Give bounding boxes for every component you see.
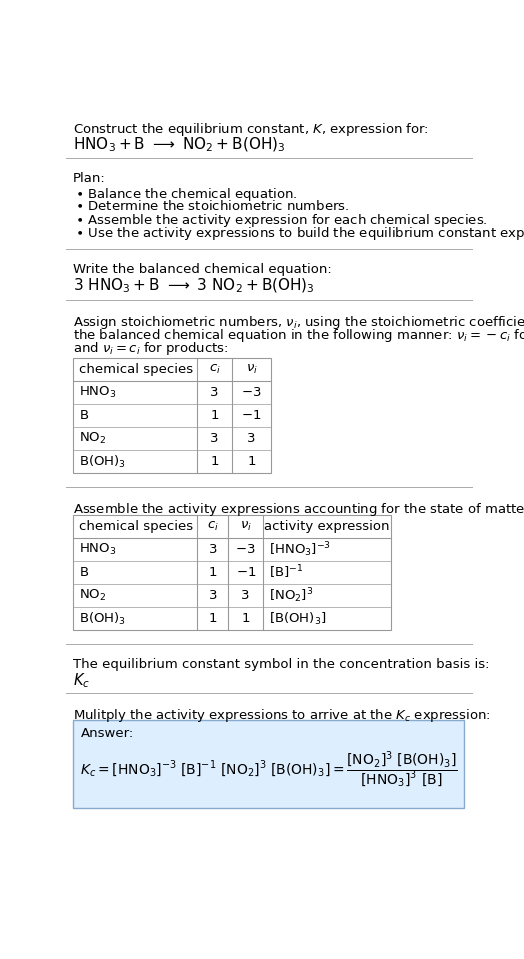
- Text: 1: 1: [209, 566, 217, 579]
- Text: 3: 3: [211, 432, 219, 445]
- Bar: [73, 719, 464, 808]
- Text: $\mathrm{B}$: $\mathrm{B}$: [79, 409, 89, 422]
- Text: $\mathrm{B(OH)_3}$: $\mathrm{B(OH)_3}$: [79, 454, 126, 470]
- Text: $\mathrm{HNO_3}$: $\mathrm{HNO_3}$: [79, 385, 116, 400]
- Text: $\nu_i$: $\nu_i$: [239, 520, 252, 533]
- Text: activity expression: activity expression: [264, 520, 390, 533]
- Text: $\mathrm{HNO_3 + B\ \longrightarrow\ NO_2 + B(OH)_3}$: $\mathrm{HNO_3 + B\ \longrightarrow\ NO_…: [73, 135, 286, 153]
- Text: 3: 3: [242, 589, 250, 602]
- Text: 1: 1: [209, 612, 217, 625]
- Text: $[\mathrm{HNO_3}]^{-3}$: $[\mathrm{HNO_3}]^{-3}$: [268, 540, 331, 559]
- Text: 3: 3: [209, 589, 217, 602]
- Text: $\mathrm{B(OH)_3}$: $\mathrm{B(OH)_3}$: [79, 611, 126, 627]
- Text: 1: 1: [247, 456, 256, 468]
- Text: Answer:: Answer:: [81, 727, 134, 740]
- Text: $K_c = [\mathrm{HNO_3}]^{-3}\ [\mathrm{B}]^{-1}\ [\mathrm{NO_2}]^3\ [\mathrm{B(O: $K_c = [\mathrm{HNO_3}]^{-3}\ [\mathrm{B…: [80, 749, 457, 790]
- Text: $-1$: $-1$: [235, 566, 256, 579]
- Text: and $\nu_i = c_i$ for products:: and $\nu_i = c_i$ for products:: [73, 339, 229, 357]
- Text: $\mathrm{NO_2}$: $\mathrm{NO_2}$: [79, 431, 106, 446]
- Text: $[\mathrm{NO_2}]^3$: $[\mathrm{NO_2}]^3$: [268, 586, 313, 605]
- Text: The equilibrium constant symbol in the concentration basis is:: The equilibrium constant symbol in the c…: [73, 658, 490, 671]
- Text: $\bullet$ Assemble the activity expression for each chemical species.: $\bullet$ Assemble the activity expressi…: [75, 212, 487, 229]
- Text: $\mathrm{HNO_3}$: $\mathrm{HNO_3}$: [79, 542, 116, 557]
- Text: 3: 3: [209, 543, 217, 556]
- Text: $[\mathrm{B(OH)_3}]$: $[\mathrm{B(OH)_3}]$: [268, 611, 326, 627]
- Text: $\nu_i$: $\nu_i$: [246, 363, 257, 376]
- Bar: [73, 358, 271, 473]
- Text: chemical species: chemical species: [79, 363, 193, 376]
- Text: $\mathrm{3\ HNO_3 + B\ \longrightarrow\ 3\ NO_2 + B(OH)_3}$: $\mathrm{3\ HNO_3 + B\ \longrightarrow\ …: [73, 277, 315, 295]
- Text: $\bullet$ Balance the chemical equation.: $\bullet$ Balance the chemical equation.: [75, 186, 297, 203]
- Text: Assemble the activity expressions accounting for the state of matter and $\nu_i$: Assemble the activity expressions accoun…: [73, 501, 524, 518]
- Text: 3: 3: [211, 386, 219, 399]
- Text: Write the balanced chemical equation:: Write the balanced chemical equation:: [73, 263, 332, 276]
- Text: the balanced chemical equation in the following manner: $\nu_i = -c_i$ for react: the balanced chemical equation in the fo…: [73, 327, 524, 344]
- Text: $c_i$: $c_i$: [209, 363, 221, 376]
- Text: 1: 1: [242, 612, 250, 625]
- Text: Mulitply the activity expressions to arrive at the $K_c$ expression:: Mulitply the activity expressions to arr…: [73, 707, 491, 724]
- Text: 3: 3: [247, 432, 256, 445]
- Text: $-3$: $-3$: [241, 386, 262, 399]
- Text: $-3$: $-3$: [235, 543, 256, 556]
- Text: $-1$: $-1$: [242, 409, 261, 422]
- Text: $[\mathrm{B}]^{-1}$: $[\mathrm{B}]^{-1}$: [268, 564, 303, 581]
- Text: chemical species: chemical species: [79, 520, 193, 533]
- Text: 1: 1: [211, 456, 219, 468]
- Text: $K_c$: $K_c$: [73, 672, 90, 690]
- Text: $\mathrm{NO_2}$: $\mathrm{NO_2}$: [79, 588, 106, 603]
- Text: $c_i$: $c_i$: [207, 520, 219, 533]
- Text: Construct the equilibrium constant, $K$, expression for:: Construct the equilibrium constant, $K$,…: [73, 121, 429, 138]
- Text: $\bullet$ Use the activity expressions to build the equilibrium constant express: $\bullet$ Use the activity expressions t…: [75, 225, 524, 243]
- Bar: [73, 515, 391, 630]
- Text: $\bullet$ Determine the stoichiometric numbers.: $\bullet$ Determine the stoichiometric n…: [75, 199, 350, 213]
- Text: $\mathrm{B}$: $\mathrm{B}$: [79, 566, 89, 579]
- Text: Assign stoichiometric numbers, $\nu_i$, using the stoichiometric coefficients, $: Assign stoichiometric numbers, $\nu_i$, …: [73, 314, 524, 331]
- Text: 1: 1: [211, 409, 219, 422]
- Text: Plan:: Plan:: [73, 172, 106, 185]
